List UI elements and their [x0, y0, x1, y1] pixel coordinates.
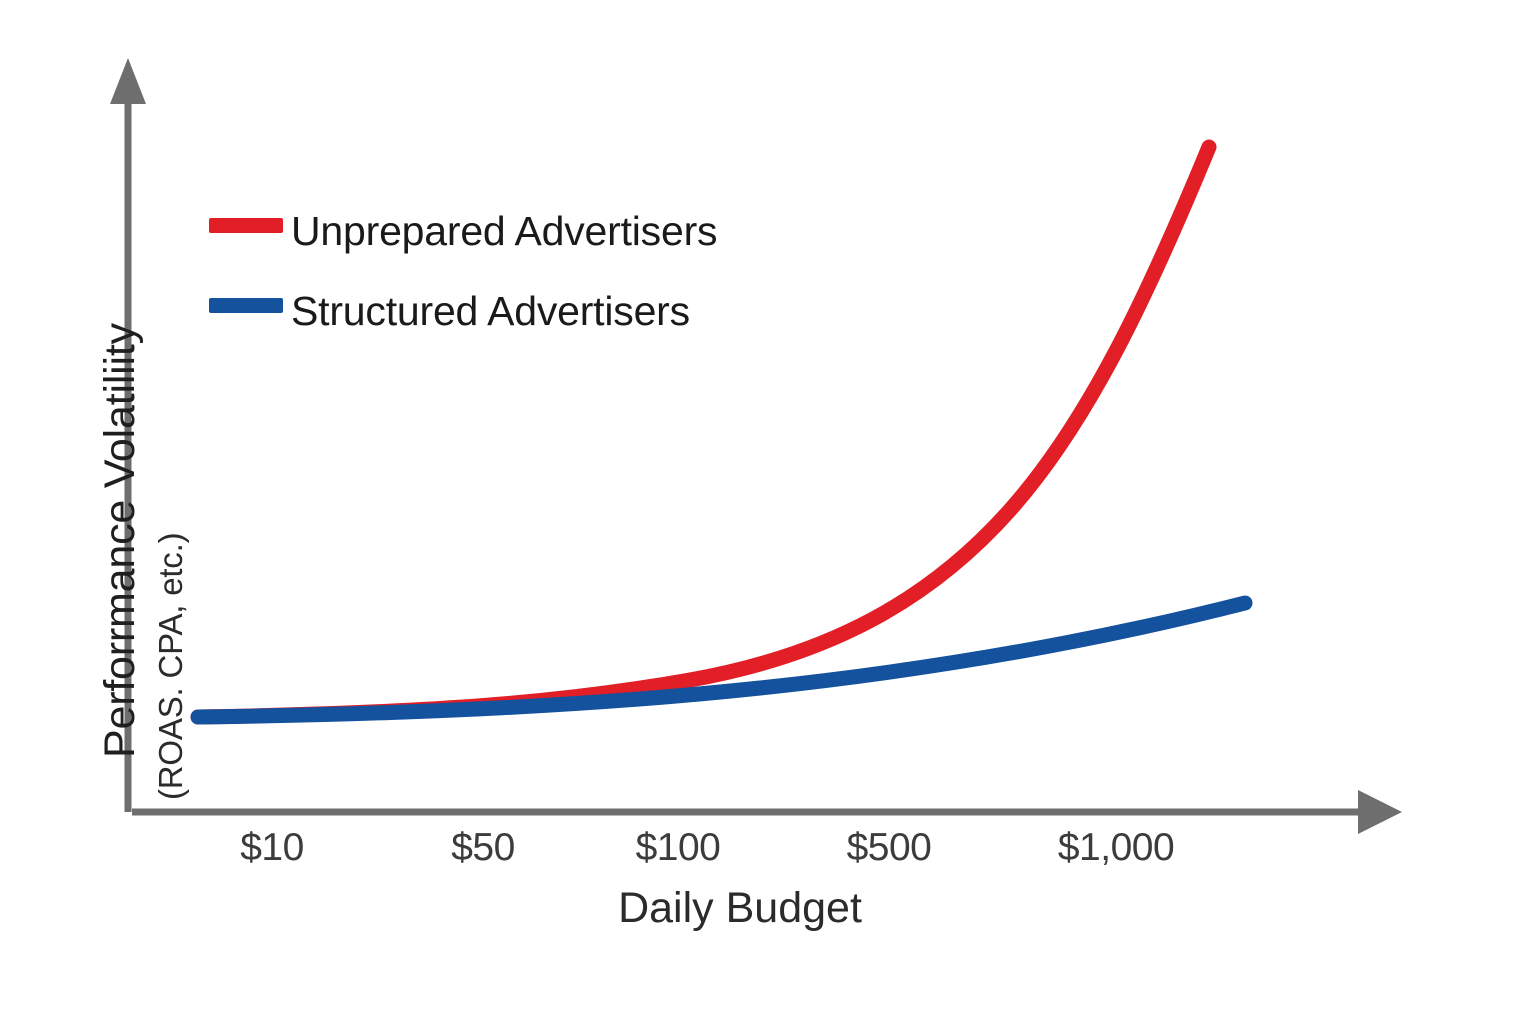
legend-label-structured-advertisers: Structured Advertisers — [291, 288, 690, 334]
x-axis — [132, 790, 1402, 834]
y-axis-subtitle: (ROAS. CPA, etc.) — [152, 532, 189, 800]
x-tick-label-10: $10 — [240, 826, 304, 869]
legend-label-unprepared-advertisers: Unprepared Advertisers — [291, 208, 718, 254]
legend-swatch-unprepared-advertisers — [209, 218, 283, 233]
x-tick-label-1000: $1,000 — [1057, 826, 1175, 869]
y-axis-title: Perforrmance Volatiliity — [96, 323, 144, 758]
x-axis-title: Daily Budget — [618, 884, 862, 932]
x-axis-arrowhead-icon — [1358, 790, 1402, 834]
y-axis — [110, 58, 146, 812]
x-tick-label-50: $50 — [451, 826, 515, 869]
legend-swatch-structured-advertisers — [209, 298, 283, 313]
series-line-structured-advertisers — [190, 595, 1253, 725]
y-axis-arrowhead-icon — [110, 58, 146, 104]
x-tick-label-500: $500 — [846, 826, 932, 869]
x-tick-label-100: $100 — [635, 826, 721, 869]
